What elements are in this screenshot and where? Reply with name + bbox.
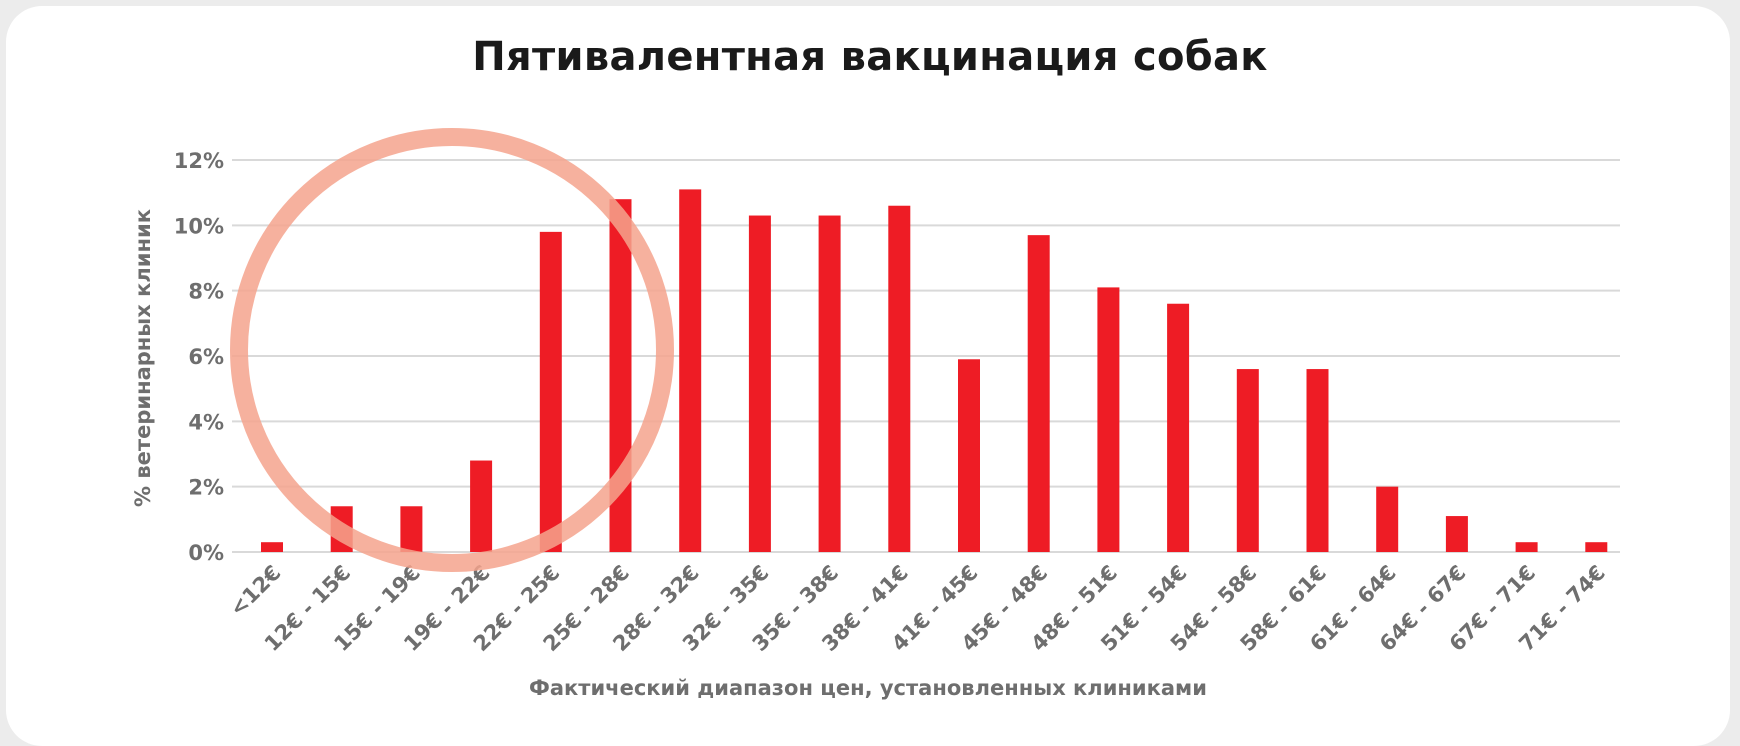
bar [539, 231, 562, 552]
y-tick-label: 0% [188, 541, 224, 565]
bar [679, 189, 702, 552]
highlight-circle [230, 128, 674, 572]
bar [818, 215, 841, 553]
bar [748, 215, 771, 553]
x-axis-label: Фактический диапазон цен, установленных … [529, 676, 1207, 700]
y-tick-label: 2% [188, 476, 224, 500]
x-tick-label: <12€ [225, 561, 285, 621]
y-tick-label: 12% [174, 149, 224, 173]
chart-title: Пятивалентная вакцинация собак [472, 34, 1268, 80]
y-tick-label: 4% [188, 410, 224, 434]
bar [1445, 516, 1468, 552]
y-tick-label: 10% [174, 214, 224, 238]
bar [888, 205, 911, 552]
bar [1585, 542, 1608, 552]
y-axis-label: % ветеринарных клиник [131, 209, 155, 507]
bar [1027, 235, 1050, 552]
y-tick-label: 6% [188, 345, 224, 369]
bar [1376, 486, 1399, 552]
bar [1515, 542, 1538, 552]
chart-card [6, 6, 1730, 746]
bar [400, 506, 423, 552]
bar [1306, 369, 1329, 552]
y-tick-label: 8% [188, 280, 224, 304]
bar [1097, 287, 1120, 552]
bar [261, 542, 283, 552]
bar [958, 359, 980, 552]
bar [470, 460, 493, 552]
bar [1236, 369, 1259, 552]
bar [1167, 303, 1190, 552]
